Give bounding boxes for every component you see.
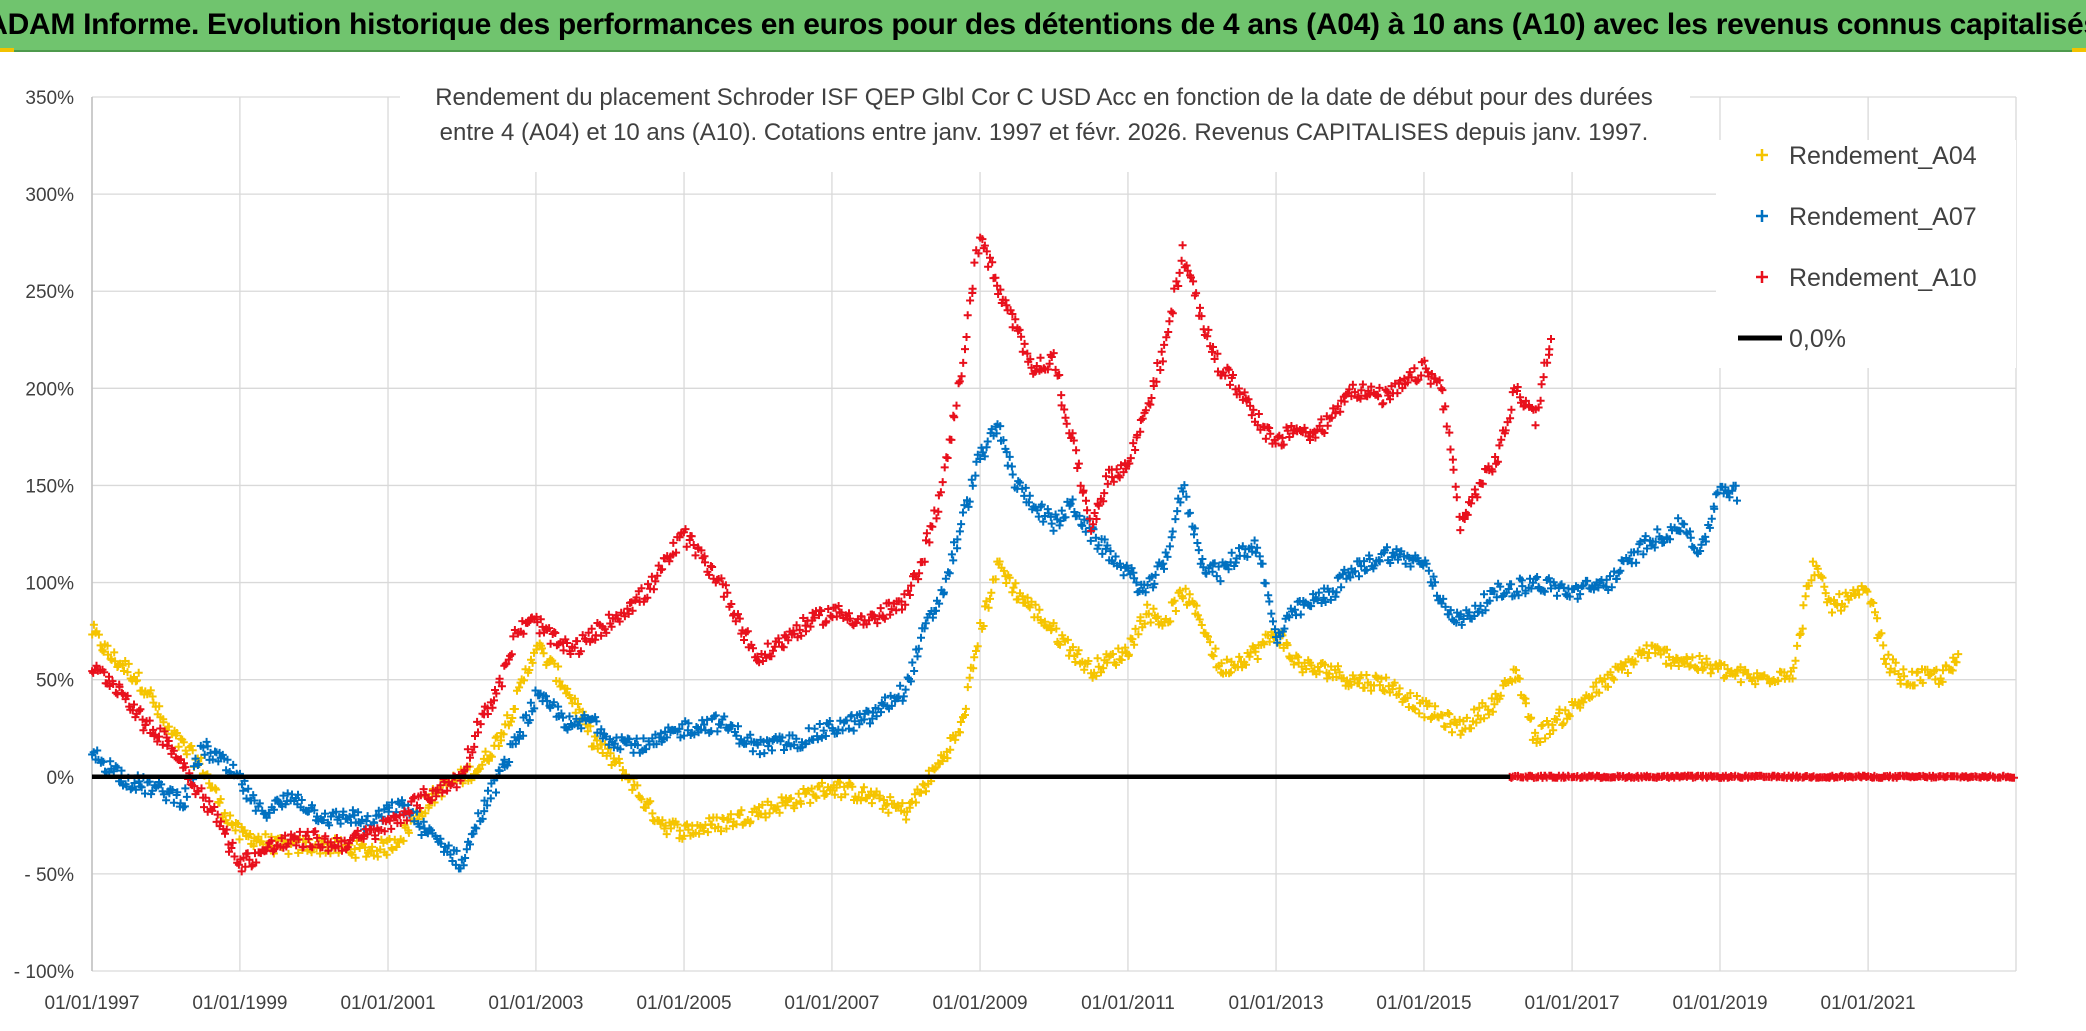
legend-item-a07: Rendement_A07 [1756, 203, 1977, 231]
series-markers [88, 233, 1555, 876]
legend-background [1716, 140, 2016, 368]
series-markers [88, 557, 1963, 862]
performance-chart: - 100% - 50% 0% 50% 100% 150% 200% 250% 300% 350%… [0, 52, 2086, 1031]
y-tick-label: - 100% [14, 962, 74, 983]
x-tick-label: 01/01/1997 [44, 993, 139, 1014]
x-tick-label: 01/01/2015 [1376, 993, 1471, 1014]
y-tick-label: 100% [25, 574, 74, 595]
subtitle-line-2: entre 4 (A04) et 10 ans (A10). Cotations… [440, 119, 1649, 146]
y-tick-label: 50% [36, 671, 74, 692]
y-tick-label: 150% [25, 476, 74, 497]
series-markers [88, 420, 1741, 873]
banner-title: ADAM Informe. Evolution historique des p… [0, 8, 2086, 41]
y-tick-label: 350% [25, 88, 74, 109]
legend-label-a07: Rendement_A07 [1789, 203, 1977, 231]
legend-label-zero: 0,0% [1789, 325, 1846, 353]
banner-corner-accent-right [2072, 48, 2086, 53]
x-tick-label: 01/01/2019 [1672, 993, 1767, 1014]
legend-label-a04: Rendement_A04 [1789, 142, 1977, 170]
legend-marker-a04 [1756, 149, 1768, 161]
chart-legend: Rendement_A04 Rendement_A07 Rendement_A1… [1716, 140, 2016, 368]
subtitle-line-1: Rendement du placement Schroder ISF QEP … [435, 84, 1653, 111]
legend-item-a04: Rendement_A04 [1756, 142, 1977, 170]
x-tick-label: 01/01/2021 [1821, 993, 1916, 1014]
legend-label-a10: Rendement_A10 [1789, 264, 1977, 292]
banner-corner-accent-left [0, 48, 14, 53]
y-tick-label: 0% [47, 768, 75, 789]
x-tick-label: 01/01/2009 [932, 993, 1027, 1014]
x-tick-label: 01/01/2003 [488, 993, 583, 1014]
x-tick-label: 01/01/2001 [340, 993, 435, 1014]
series-rendement-a10 [88, 233, 1555, 876]
legend-item-zero: 0,0% [1738, 325, 1846, 353]
chart-grid [91, 96, 2017, 972]
y-tick-label: 200% [25, 379, 74, 400]
y-tick-label: 300% [25, 185, 74, 206]
legend-item-a10: Rendement_A10 [1756, 264, 1977, 292]
x-tick-label: 01/01/2017 [1525, 993, 1620, 1014]
report-banner: ADAM Informe. Evolution historique des p… [0, 0, 2086, 52]
subtitle-background [400, 74, 1690, 172]
series-layer [88, 233, 2018, 876]
series-rendement-a07 [88, 420, 1741, 873]
y-tick-label: 250% [25, 282, 74, 303]
x-tick-label: 01/01/2007 [784, 993, 879, 1014]
legend-marker-a10 [1756, 271, 1768, 283]
y-axis-tick-labels: - 100% - 50% 0% 50% 100% 150% 200% 250% 300% 350% [14, 88, 74, 983]
chart-subtitle: Rendement du placement Schroder ISF QEP … [400, 74, 1690, 172]
x-axis-tick-labels: 01/01/1997 01/01/1999 01/01/2001 01/01/2003… [44, 993, 1915, 1014]
legend-marker-a07 [1756, 210, 1768, 222]
x-tick-label: 01/01/2005 [636, 993, 731, 1014]
y-tick-label: - 50% [24, 865, 74, 886]
x-tick-label: 01/01/1999 [192, 993, 287, 1014]
x-tick-label: 01/01/2013 [1229, 993, 1324, 1014]
series-rendement-a04 [88, 557, 1963, 862]
x-tick-label: 01/01/2011 [1081, 993, 1175, 1014]
